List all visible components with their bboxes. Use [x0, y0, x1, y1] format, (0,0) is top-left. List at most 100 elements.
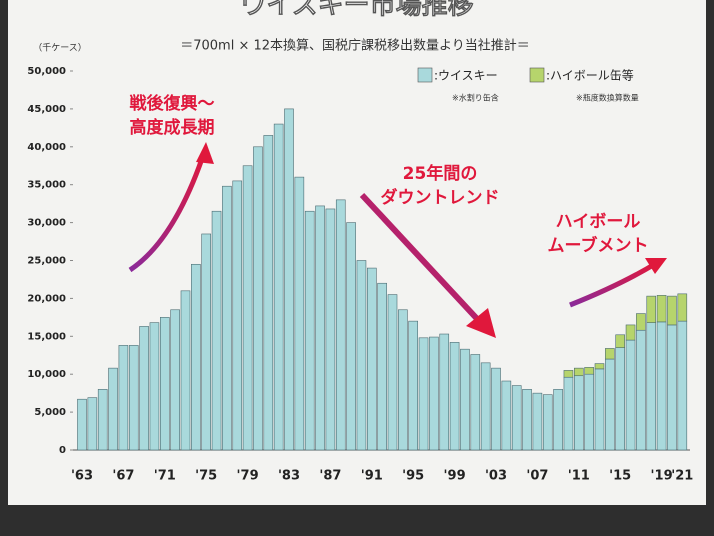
x-tick-label: '87: [319, 469, 341, 484]
bar-segment: [677, 293, 688, 322]
bar-segment: [511, 385, 522, 451]
bar-segment: [677, 320, 688, 451]
bar-segment: [625, 324, 636, 341]
bar-segment: [325, 208, 336, 451]
y-tick-label: 50,000: [27, 66, 66, 77]
x-tick-label: '19: [651, 469, 673, 484]
bar-segment: [584, 367, 594, 375]
legend: :ウイスキー ※水割り缶含 :ハイボール缶等 ※瓶度数換算数量: [417, 67, 639, 103]
chart-title: ウイスキー市場推移: [240, 0, 473, 21]
y-tick-label: 10,000: [27, 369, 66, 380]
bar-segment: [232, 180, 243, 451]
bar-segment: [605, 358, 615, 451]
x-tick-label: '63: [71, 469, 93, 484]
bar-segment: [273, 123, 284, 451]
bar-segment: [594, 363, 605, 370]
bar-segment: [563, 376, 574, 451]
bar-segment: [408, 320, 419, 451]
y-tick-label: 20,000: [27, 293, 66, 304]
x-tick-label: '83: [278, 469, 300, 484]
arrow: [359, 192, 483, 325]
bar-segment: [87, 397, 98, 451]
bar-segment: [470, 354, 481, 451]
x-tick-label: '79: [237, 469, 259, 484]
bar-segment: [356, 260, 367, 451]
x-tick-label: '11: [568, 469, 590, 484]
annotation: 高度成長期: [130, 117, 215, 138]
bar-segment: [201, 233, 211, 451]
bar-segment: [646, 295, 657, 323]
bar-segment: [636, 313, 646, 331]
y-axis-label: （千ケース）: [33, 43, 87, 54]
x-tick-label: '03: [485, 469, 507, 484]
legend-swatch: [417, 67, 433, 83]
bar-segment: [242, 165, 253, 451]
bar-segment: [656, 321, 667, 451]
bar-segment: [77, 398, 87, 451]
bar-segment: [118, 345, 129, 451]
bar-segment: [542, 394, 553, 451]
legend-swatch: [529, 67, 545, 83]
legend-label: :ウイスキー: [434, 69, 498, 83]
y-tick-label: 15,000: [27, 331, 66, 342]
bar-segment: [532, 392, 543, 451]
bar-segment: [366, 267, 377, 451]
x-tick-label: '21: [671, 469, 693, 484]
bar-segment: [439, 333, 450, 451]
bar-segment: [667, 324, 677, 451]
y-tick-label: 25,000: [27, 256, 66, 267]
arrowhead: [645, 258, 667, 274]
annotation: 戦後復興～: [130, 93, 215, 114]
bar-segment: [387, 294, 398, 451]
arrow: [128, 149, 208, 273]
bar-segment: [615, 334, 626, 348]
bar-segment: [449, 342, 460, 451]
arrow: [569, 261, 657, 308]
bar-segment: [501, 380, 512, 451]
bar-segment: [294, 176, 305, 451]
x-tick-label: '07: [526, 469, 548, 484]
legend-note: ※瓶度数換算数量: [576, 93, 639, 103]
bar-segment: [263, 135, 274, 451]
bar-segment: [222, 185, 232, 451]
annotation: ダウントレンド: [381, 187, 500, 208]
bar-segment: [170, 309, 180, 451]
bar-segment: [646, 322, 657, 451]
bar-segment: [398, 309, 408, 451]
y-tick-label: 35,000: [27, 180, 66, 191]
bar-segment: [667, 295, 677, 326]
y-tick-label: 5,000: [34, 407, 66, 418]
legend-label: :ハイボール缶等: [546, 69, 634, 83]
bar-segment: [605, 348, 615, 360]
bar-segment: [180, 290, 191, 451]
x-tick-label: '95: [402, 469, 424, 484]
bar-segment: [315, 205, 325, 451]
bar-segment: [491, 367, 501, 451]
bar-segment: [594, 368, 605, 451]
bar-segment: [625, 339, 636, 451]
arrowhead: [466, 308, 496, 338]
bar-segment: [615, 347, 626, 451]
bar-segment: [522, 389, 532, 451]
x-tick-label: '15: [609, 469, 631, 484]
x-tick-label: '67: [112, 469, 134, 484]
bar-segment: [573, 367, 584, 377]
legend-note: ※水割り缶含: [452, 93, 499, 103]
bar-segment: [480, 362, 491, 451]
bar-segment: [636, 329, 646, 451]
y-tick-label: 40,000: [27, 142, 66, 153]
y-tick-label: 0: [59, 445, 66, 456]
bar-segment: [160, 317, 170, 451]
x-tick-label: '75: [195, 469, 217, 484]
bar-segment: [211, 210, 222, 451]
annotation: ムーブメント: [548, 235, 649, 256]
bar-segment: [335, 199, 346, 451]
bar-segment: [346, 222, 356, 451]
bar-segment: [460, 348, 470, 451]
bar-segment: [573, 375, 584, 451]
bar-segment: [584, 373, 594, 451]
bar-segment: [139, 326, 149, 451]
bar-segment: [108, 367, 118, 451]
bar-segment: [418, 337, 429, 451]
